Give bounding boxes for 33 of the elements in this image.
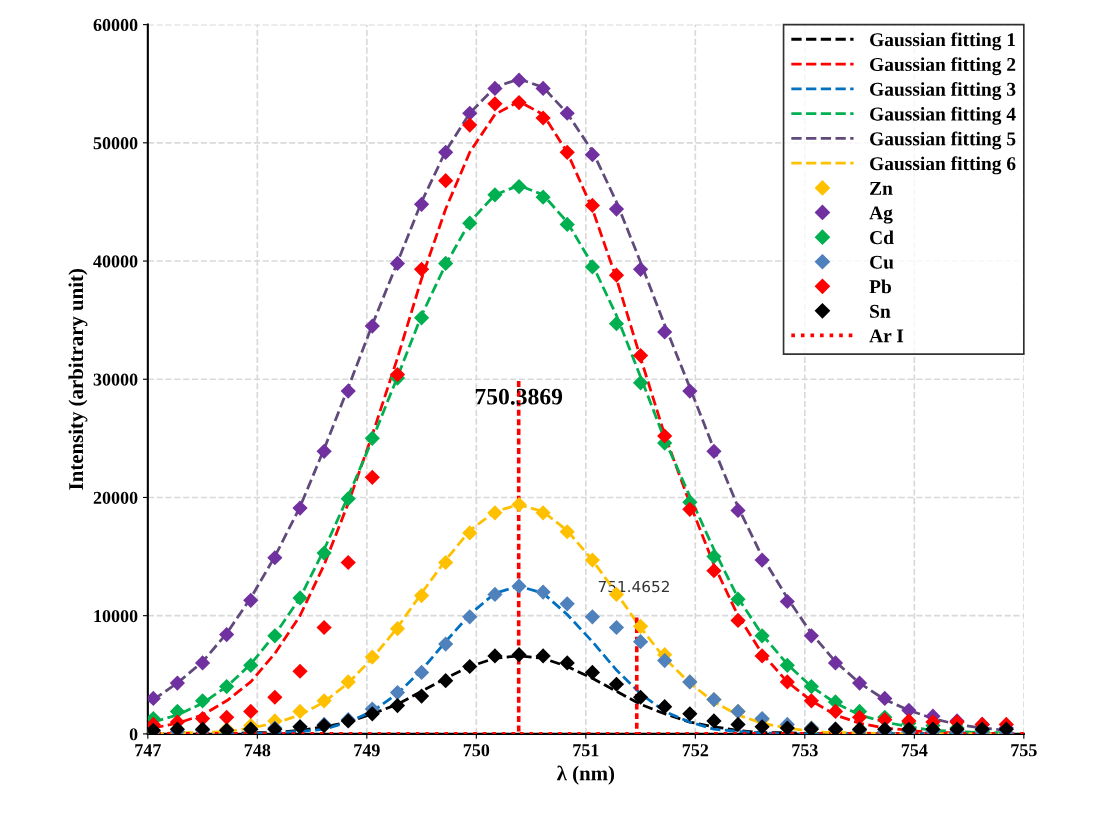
legend-label: Gaussian fitting 4 [870,106,1016,125]
legend-label: Gaussian fitting 2 [870,57,1016,76]
legend-label: Gaussian fitting 5 [870,131,1016,150]
x-tick-label: 748 [244,744,271,757]
y-tick-label: 10000 [94,609,138,623]
y-tick-label: 50000 [93,137,138,150]
x-tick-label: 747 [135,744,161,757]
x-tick-label: 755 [1011,744,1037,757]
legend-label: Ar I [869,329,904,343]
y-axis-title: Intensity (arbitrary unit) [68,269,88,490]
x-tick-label: 753 [792,744,818,757]
y-tick-label: 40000 [93,255,138,268]
legend-label: Gaussian fitting 3 [870,81,1016,100]
x-axis-title: λ (nm) [556,765,615,785]
legend-label: Cu [870,255,894,269]
legend-label: Gaussian fitting 1 [870,32,1016,51]
x-tick-label: 749 [354,744,380,757]
annotation: 750.3869 [475,388,563,405]
legend-label: Pb [869,279,892,294]
legend-label: Sn [870,304,891,318]
x-tick-label: 754 [901,744,928,757]
y-tick-label: 0 [129,728,138,741]
y-tick-label: 30000 [93,373,138,386]
x-tick-label: 751 [573,744,599,757]
annotation: 751.4652 [598,580,669,593]
legend-label: Ag [869,206,893,224]
legend-label: Gaussian fitting 6 [870,156,1016,175]
y-tick-label: 60000 [93,18,138,32]
legend-label: Cd [870,230,894,245]
x-tick-label: 750 [463,744,490,757]
y-tick-label: 20000 [93,491,138,504]
x-tick-label: 752 [682,744,709,757]
legend-label: Zn [870,181,893,195]
